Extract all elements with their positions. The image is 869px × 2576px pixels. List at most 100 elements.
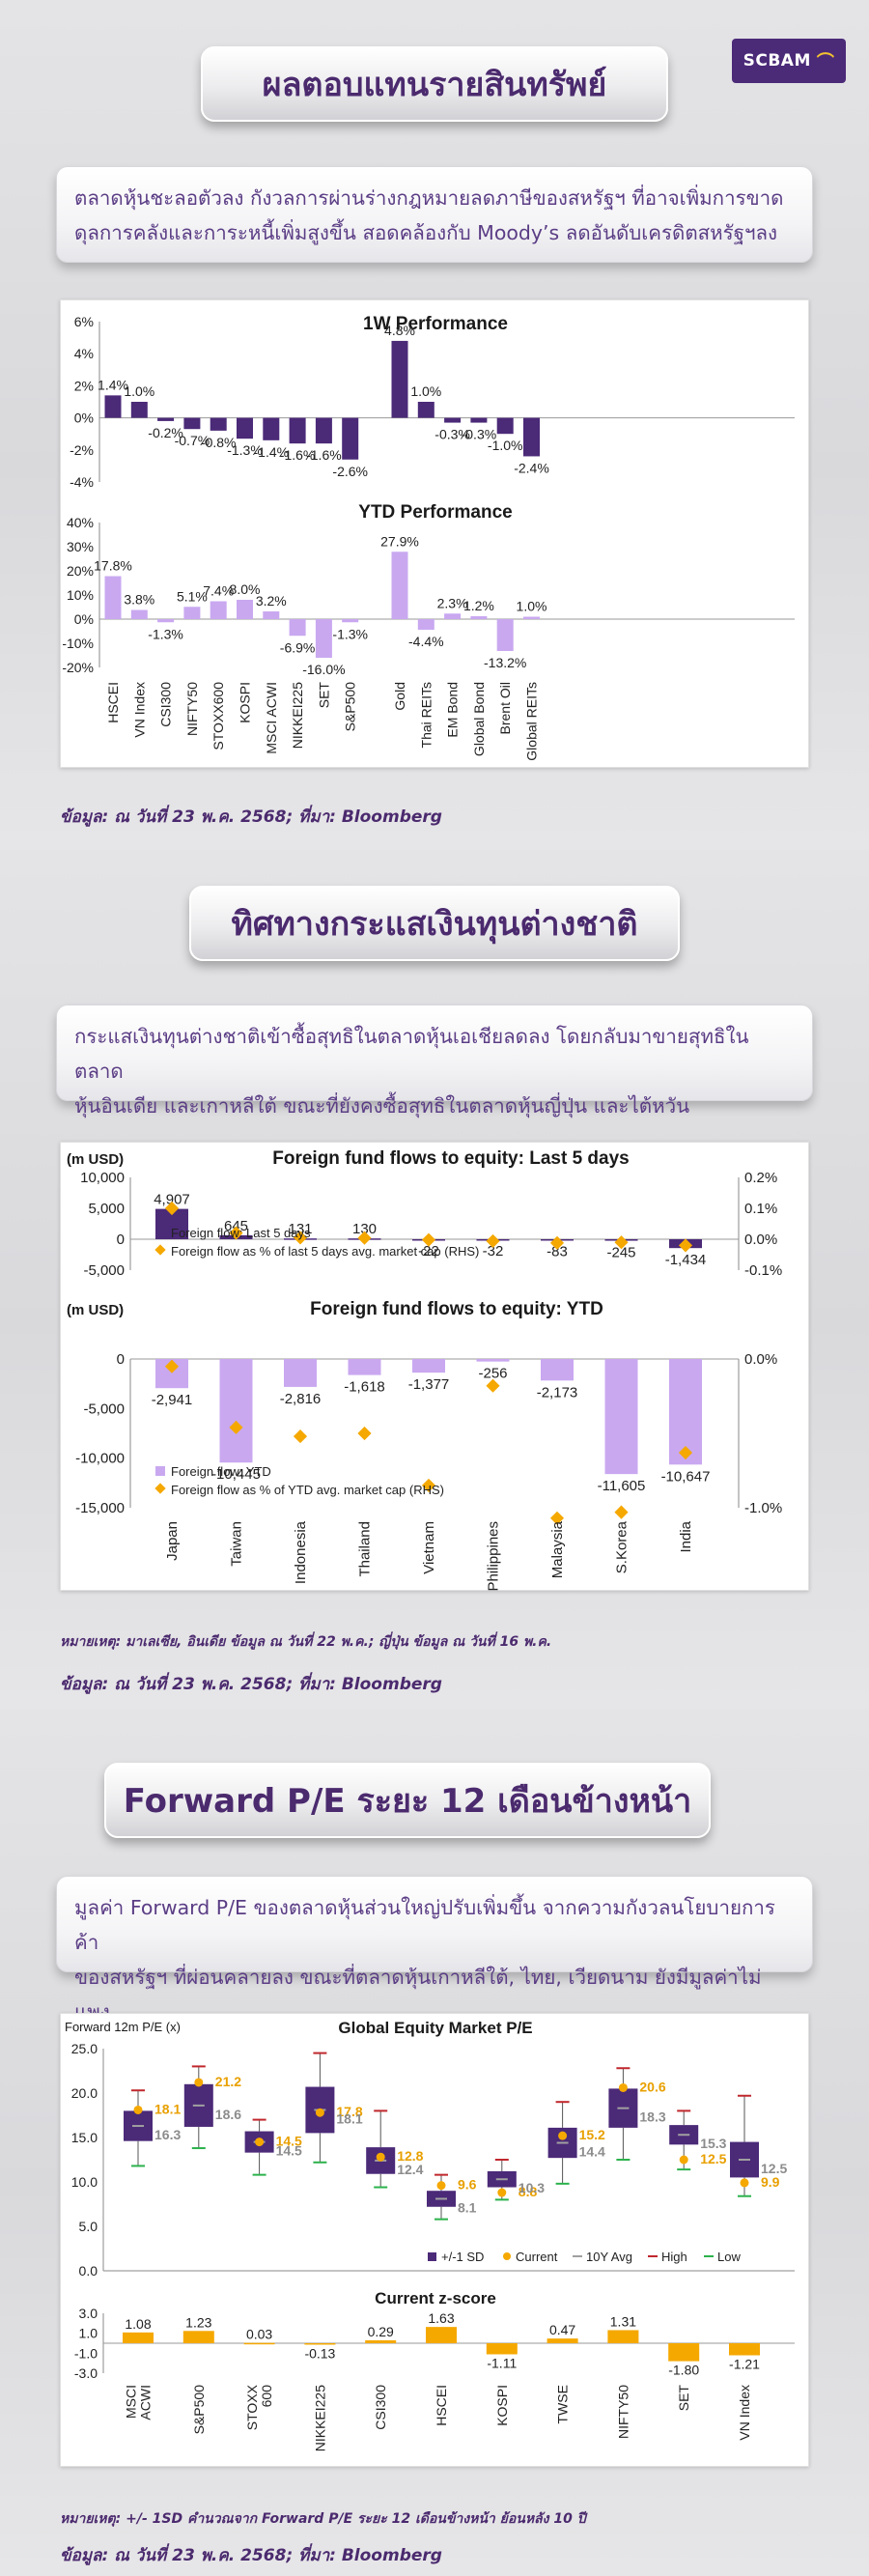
bar xyxy=(541,1359,574,1381)
current-marker xyxy=(255,2137,265,2147)
data-label: -6.9% xyxy=(280,639,316,655)
y-tick-label: 5.0 xyxy=(79,2219,98,2234)
data-label: 5.1% xyxy=(177,588,208,604)
avg-label: 18.6 xyxy=(215,2107,241,2122)
category-label: S.Korea xyxy=(614,1520,631,1573)
y-tick-label: -5,000 xyxy=(83,1401,125,1417)
section1-title: ผลตอบแทนรายสินทรัพย์ xyxy=(201,46,668,122)
data-label: 4.8% xyxy=(384,323,415,338)
bar xyxy=(130,609,148,619)
chart-title: Global Equity Market P/E xyxy=(338,2019,532,2037)
category-label: S&P500 xyxy=(343,682,358,732)
chart-title: Foreign fund flows to equity: YTD xyxy=(310,1299,603,1319)
bar xyxy=(523,417,540,457)
y-tick-label: 15.0 xyxy=(71,2130,98,2145)
category-label: STOXX xyxy=(244,2384,260,2430)
rhs-tick-label: 0.2% xyxy=(744,1170,777,1186)
data-label: 7.4% xyxy=(203,583,234,599)
data-label: -2,173 xyxy=(537,1384,578,1401)
data-label: 27.9% xyxy=(380,533,419,549)
data-label: -32 xyxy=(483,1243,504,1260)
section3-footnote: หมายเหตุ: +/- 1SD คำนวณจาก Forward P/E ร… xyxy=(60,2511,586,2527)
data-label: 3.2% xyxy=(256,593,287,609)
category-label: CSI300 xyxy=(158,682,174,727)
bar xyxy=(417,402,434,418)
category-label: NIKKEI225 xyxy=(290,682,305,749)
current-label: 9.9 xyxy=(761,2174,780,2190)
y-tick-label: -10% xyxy=(62,636,94,651)
section2-source: ข้อมูล: ณ วันที่ 23 พ.ค. 2568; ที่มา: Bl… xyxy=(60,1675,442,1694)
y-tick-label: 10% xyxy=(67,587,94,603)
data-label: 130 xyxy=(352,1221,377,1237)
y-axis-unit: (m USD) xyxy=(67,1151,124,1168)
section2-footnote: หมายเหตุ: มาเลเซีย, อินเดีย ข้อมูล ณ วัน… xyxy=(60,1634,552,1650)
data-label: -1.80 xyxy=(668,2363,699,2378)
y-tick-label: 0 xyxy=(117,1231,125,1248)
legend-label: Current xyxy=(516,2250,558,2264)
y-tick-label: -20% xyxy=(62,660,94,675)
section1-source: ข้อมูล: ณ วันที่ 23 พ.ค. 2568; ที่มา: Bl… xyxy=(60,807,442,827)
bar xyxy=(210,601,227,619)
section3-title: Forward P/E ระยะ 12 เดือนข้างหน้า xyxy=(104,1763,711,1838)
avg-label: 18.3 xyxy=(639,2109,665,2125)
y-tick-label: -10,000 xyxy=(75,1451,125,1467)
data-label: 1.0% xyxy=(124,383,154,399)
avg-label: 8.1 xyxy=(458,2199,477,2215)
current-marker xyxy=(679,2155,688,2165)
data-label: -1.6% xyxy=(306,447,342,463)
rhs-tick-label: -1.0% xyxy=(744,1500,782,1516)
summary-line: กระแสเงินทุนต่างชาติเข้าซื้อสุทธิในตลาดห… xyxy=(74,1025,749,1083)
bar xyxy=(523,616,540,619)
y-tick-label: 30% xyxy=(67,539,94,554)
bar xyxy=(210,417,227,431)
legend-label: Foreign flow as % of last 5 days avg. ma… xyxy=(171,1244,479,1259)
y-axis-unit: (m USD) xyxy=(67,1302,124,1318)
data-label: 0.03 xyxy=(246,2327,272,2342)
current-marker xyxy=(618,2082,628,2092)
bar xyxy=(183,417,201,430)
bar xyxy=(426,2327,457,2343)
bar xyxy=(342,417,359,460)
current-label: 18.1 xyxy=(154,2101,181,2116)
pct-marker xyxy=(678,1238,693,1253)
category-label: Taiwan xyxy=(229,1521,245,1567)
bar xyxy=(289,619,306,637)
bar xyxy=(470,417,488,423)
category-label: India xyxy=(678,1520,694,1552)
y-tick-label: 6% xyxy=(74,314,94,329)
category-label: KOSPI xyxy=(238,682,253,723)
bar xyxy=(348,1359,381,1375)
data-label: 1.23 xyxy=(185,2314,211,2330)
bar xyxy=(315,417,332,444)
data-label: 645 xyxy=(224,1218,248,1234)
y-tick-label: 1.0 xyxy=(79,2326,98,2341)
y-tick-label: 10,000 xyxy=(80,1170,125,1186)
section2-title: ทิศทางกระแสเงินทุนต่างชาติ xyxy=(189,886,680,961)
bar xyxy=(157,417,175,421)
y-tick-label: 0% xyxy=(74,611,94,627)
current-label: 12.8 xyxy=(397,2148,423,2164)
category-label: 600 xyxy=(259,2385,274,2408)
bar xyxy=(284,1359,317,1387)
pe-chart-card: Forward 12m P/E (x) Global Equity Market … xyxy=(60,2013,809,2467)
rhs-tick-label: -0.1% xyxy=(744,1262,782,1279)
category-label: Thai REITs xyxy=(418,682,434,748)
category-label: Global Bond xyxy=(471,682,487,756)
current-label: 21.2 xyxy=(215,2074,241,2089)
category-label: HSCEI xyxy=(105,682,121,723)
category-label: NIFTY50 xyxy=(184,682,200,736)
avg-label: 15.3 xyxy=(700,2136,726,2151)
data-label: -245 xyxy=(606,1245,635,1261)
performance-chart-card: 1W Performance 6% 4% 2% 0% -2% -4% 1.4% 1.0% -0.2… xyxy=(60,299,809,768)
y-tick-label: 0 xyxy=(117,1351,125,1368)
summary-line: ตลาดหุ้นชะลอตัวลง กังวลการผ่านร่างกฎหมาย… xyxy=(74,186,784,210)
data-label: -0.13 xyxy=(304,2345,335,2361)
current-label: 15.2 xyxy=(579,2127,605,2142)
performance-charts: 1W Performance6%4%2%0%-2%-4%1.4%1.0%-0.2… xyxy=(62,314,795,761)
y-tick-label: 25.0 xyxy=(71,2041,98,2056)
current-label: 14.5 xyxy=(276,2134,302,2149)
data-label: -0.8% xyxy=(201,435,237,450)
bar xyxy=(183,607,201,619)
data-label: 1.08 xyxy=(125,2316,151,2332)
current-label: 8.8 xyxy=(519,2184,538,2199)
